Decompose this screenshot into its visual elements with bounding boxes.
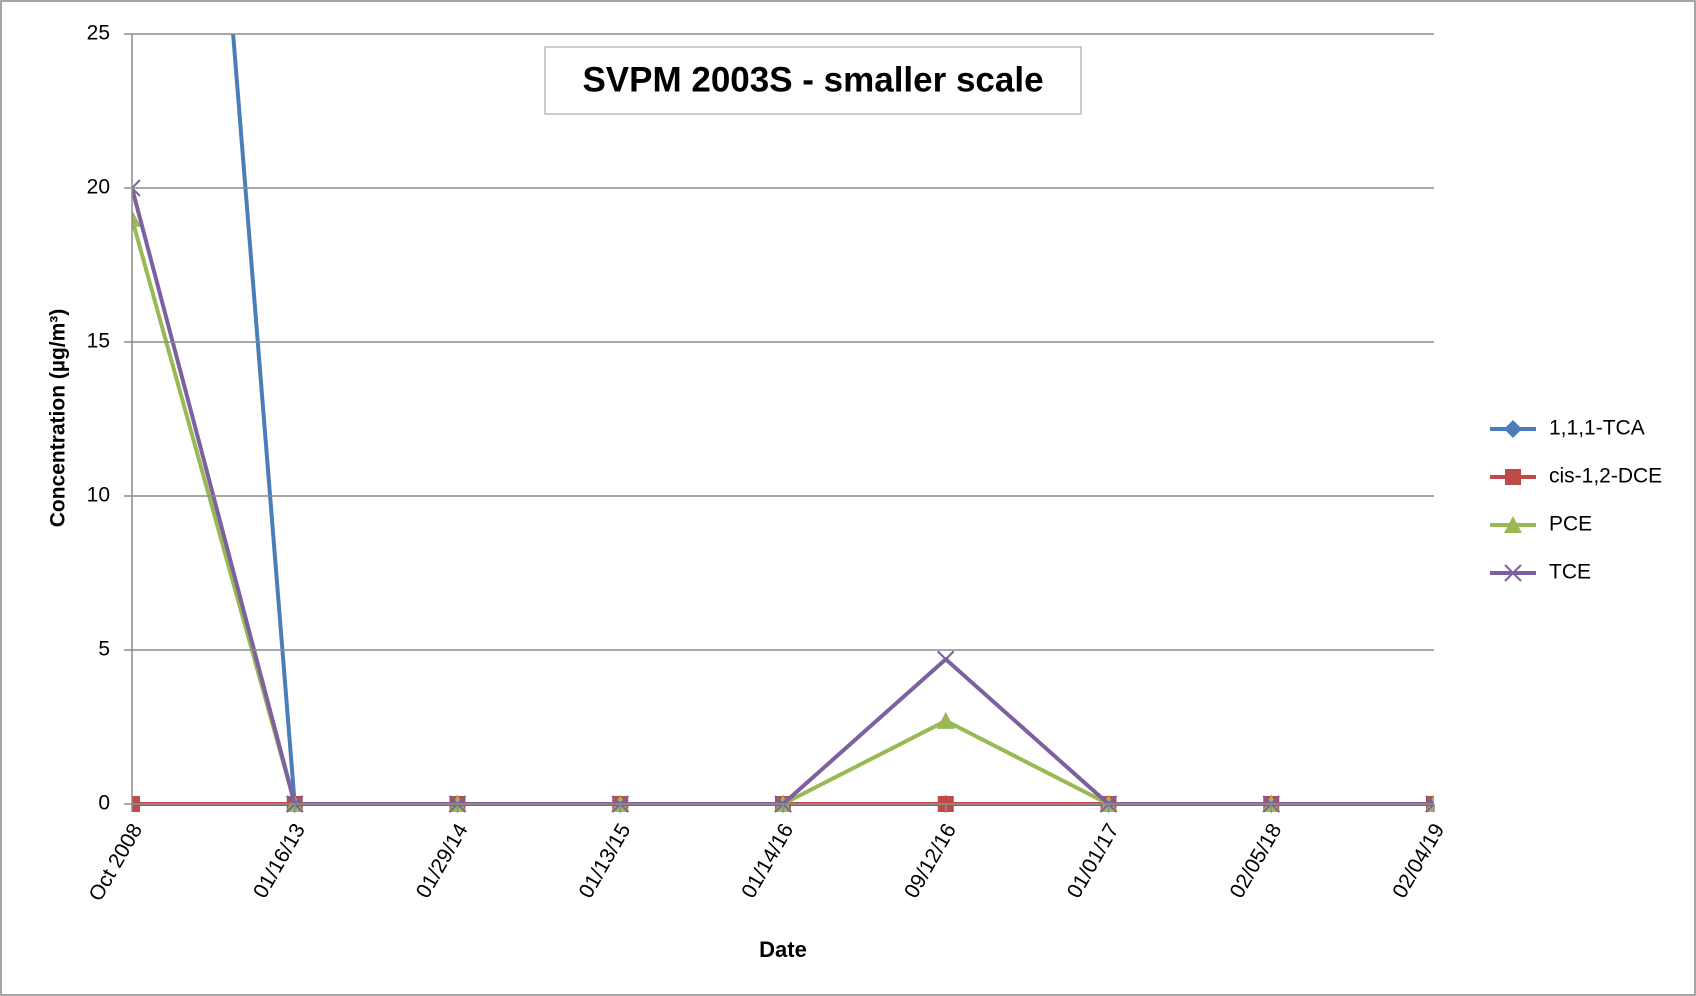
y-tick-label: 20 <box>87 176 110 199</box>
data-point <box>1425 795 1434 813</box>
legend-label: PCE <box>1549 513 1592 536</box>
legend-marker <box>1504 516 1522 533</box>
data-point <box>937 650 955 668</box>
y-tick-label: 15 <box>87 330 110 353</box>
legend-label: TCE <box>1549 561 1591 584</box>
data-point <box>936 711 955 729</box>
y-tick-label: 5 <box>98 638 110 661</box>
legend-label: 1,1,1-TCA <box>1549 417 1645 440</box>
legend-marker <box>1504 564 1522 582</box>
data-point <box>132 209 141 227</box>
y-tick-label: 0 <box>98 792 110 815</box>
title-box <box>544 46 1082 115</box>
legend-marker <box>1505 469 1521 485</box>
x-axis-label: Date <box>759 937 807 962</box>
y-tick-label: 10 <box>87 484 110 507</box>
legend-marker <box>1504 420 1522 438</box>
chart-title: SVPM 2003S - smaller scale <box>582 60 1043 99</box>
y-tick-label: 25 <box>87 22 110 45</box>
data-point <box>132 179 141 197</box>
y-axis-label: Concentration (µg/m³) <box>47 309 70 528</box>
legend-label: cis-1,2-DCE <box>1549 465 1662 488</box>
